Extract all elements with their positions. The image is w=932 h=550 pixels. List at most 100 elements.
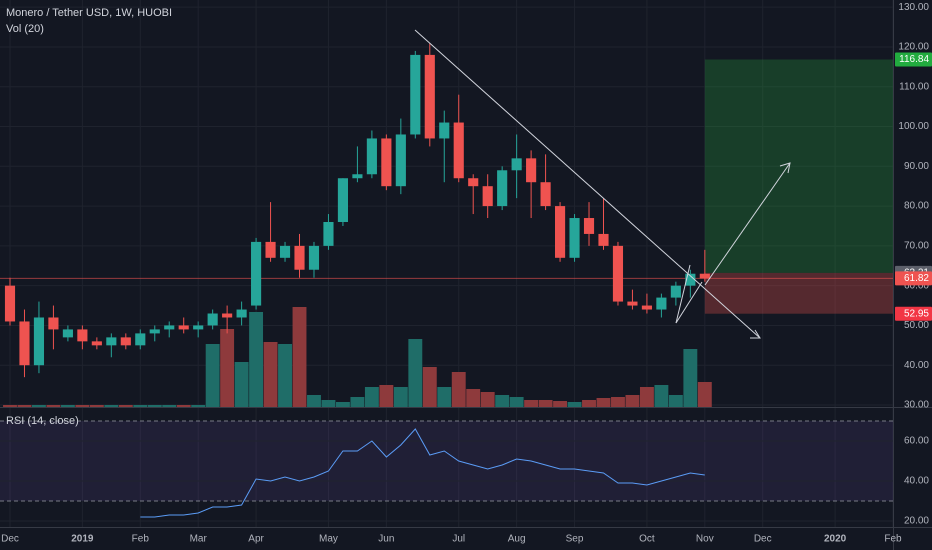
y-tick-label: 40.00 (904, 476, 929, 487)
volume-bar (408, 339, 423, 407)
price-badge (895, 306, 932, 321)
candle-body (366, 138, 377, 175)
target-zone (704, 59, 893, 273)
candle-body (598, 233, 609, 246)
volume-bar (509, 397, 524, 407)
grid (0, 0, 894, 527)
x-tick-label: Feb (132, 534, 150, 545)
candle-body (352, 174, 363, 179)
x-tick-label: 2020 (824, 534, 847, 545)
x-tick-label: Mar (190, 534, 208, 545)
volume-bar (3, 405, 17, 407)
y-tick-label: 60.00 (904, 280, 929, 291)
y-tick-label: 100.00 (898, 121, 929, 132)
candle-body (149, 329, 160, 334)
candle-body (222, 313, 233, 318)
candle-body (33, 317, 45, 366)
x-tick-label: 2019 (71, 534, 94, 545)
candle-body (439, 122, 450, 139)
x-tick-label: Sep (566, 534, 584, 545)
arrow-head (750, 329, 761, 339)
candle-body (337, 178, 349, 222)
candle-body (4, 285, 16, 322)
volume-bar (46, 405, 61, 407)
candle-body (685, 273, 696, 286)
candle-body (424, 54, 435, 139)
candle-body (135, 333, 146, 346)
candle-body (670, 285, 681, 298)
candle-body (106, 337, 117, 346)
volume-bar (611, 397, 625, 407)
candle-body (569, 218, 580, 258)
y-tick-label: 110.00 (899, 81, 929, 92)
candle-body (164, 325, 175, 330)
volume-bar (118, 405, 133, 407)
volume-bar (292, 307, 307, 407)
candle-body (656, 297, 667, 310)
candle-body (251, 241, 262, 306)
y-tick-label: 130.00 (898, 2, 929, 13)
volume-bar (466, 389, 481, 407)
volume-bar (422, 367, 437, 407)
chart-title: Monero / Tether USD, 1W, HUOBI (6, 7, 172, 19)
volume-bar (104, 405, 119, 407)
volume-bar (451, 372, 466, 407)
candle-body (540, 182, 551, 207)
volume-bar (553, 401, 568, 407)
candle-body (627, 301, 638, 306)
volume-bar (263, 342, 278, 407)
volume-bar (495, 395, 510, 407)
rsi-title: RSI (14, close) (6, 415, 79, 427)
rsi-band (0, 421, 893, 501)
candle-body (120, 337, 131, 346)
candle-body (236, 309, 247, 318)
volume-bar (582, 400, 596, 407)
arrow (704, 162, 791, 286)
rsi-panel (0, 420, 893, 522)
candle-body (193, 325, 204, 330)
candle-body (91, 341, 102, 346)
candle-body (699, 273, 710, 279)
y-tick-label: 50.00 (904, 320, 929, 331)
volume-bar (307, 395, 321, 407)
candle-body (482, 186, 493, 207)
candle-body (265, 241, 276, 258)
y-tick-label: 90.00 (904, 161, 929, 172)
volume-bar (89, 405, 104, 407)
candle-body (641, 305, 652, 310)
candle-body (612, 245, 624, 302)
volume-bar (17, 405, 32, 407)
volume-bar (205, 344, 220, 407)
price-badge-label: 61.82 (904, 273, 929, 284)
volume-bar (75, 405, 90, 407)
volume-bar (350, 397, 365, 407)
volume-bar (567, 402, 582, 407)
candle-body (62, 329, 73, 338)
candle-body (511, 158, 522, 171)
volume-bar (538, 400, 553, 407)
trend-line (414, 29, 761, 339)
candle-body (77, 329, 88, 342)
y-tick-label: 60.00 (904, 436, 929, 447)
volume-bar (654, 385, 669, 407)
candle-body (48, 317, 59, 330)
price-badge-label: 52.95 (904, 308, 929, 319)
volume-bar (364, 387, 379, 407)
volume-bar (191, 405, 206, 407)
x-tick-label: Dec (1, 534, 19, 545)
stop-zone (704, 272, 893, 314)
volume-bar (32, 405, 46, 407)
volume-bar (625, 395, 640, 407)
candle-body (279, 245, 291, 258)
price-badge-label: 116.84 (899, 54, 929, 65)
x-tick-label: Jul (452, 534, 465, 545)
volume-bar (480, 392, 495, 407)
volume-title: Vol (20) (6, 23, 44, 35)
position-box (0, 59, 893, 314)
x-tick-label: Dec (754, 534, 772, 545)
x-tick-label: Oct (639, 534, 655, 545)
volume-bar (234, 362, 249, 407)
candles (4, 42, 710, 378)
volume-bar (147, 405, 162, 407)
